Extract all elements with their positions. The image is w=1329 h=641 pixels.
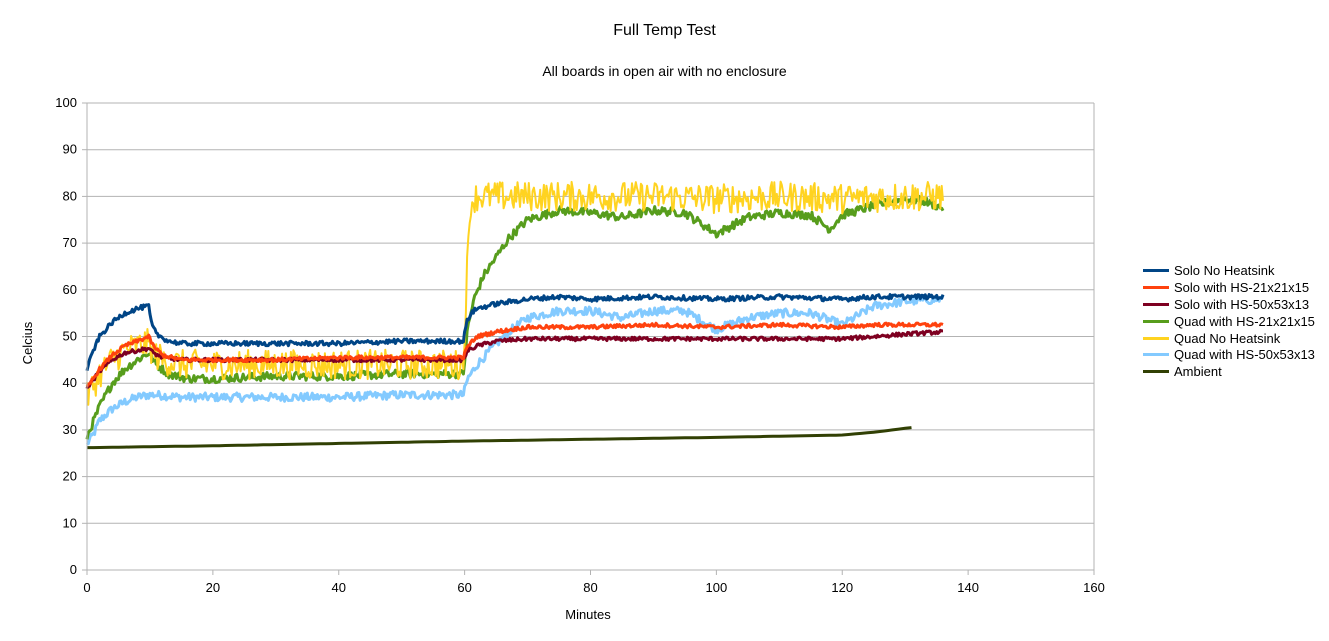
legend-swatch <box>1143 370 1169 374</box>
series-line-solo-no-heatsink <box>85 293 945 372</box>
y-tick-label: 10 <box>63 515 77 530</box>
x-tick-label: 80 <box>583 580 597 595</box>
legend-label: Quad with HS-21x21x15 <box>1174 313 1315 329</box>
series-line-ambient <box>87 426 912 450</box>
legend-swatch <box>1143 285 1169 289</box>
legend-swatch <box>1143 268 1169 272</box>
legend-label: Solo with HS-50x53x13 <box>1174 296 1310 312</box>
tick-labels: 0 10 20 30 40 50 60 70 80 90 100 0 20 40 60 80 100 120 140… <box>55 95 1105 595</box>
y-tick-label: 0 <box>70 562 77 577</box>
legend-swatch <box>1143 302 1169 306</box>
x-tick-label: 20 <box>206 580 220 595</box>
legend-label: Quad No Heatsink <box>1174 330 1281 346</box>
series-line-solo-with-hs-21x21x15 <box>85 321 944 388</box>
chart-title: Full Temp Test <box>613 22 716 39</box>
legend-item: Solo No Heatsink <box>1143 262 1315 279</box>
legend-item: Quad with HS-50x53x13 <box>1143 346 1315 363</box>
chart-subtitle: All boards in open air with no enclosure <box>542 63 787 79</box>
axes <box>82 102 1095 575</box>
y-tick-label: 60 <box>63 282 77 297</box>
legend-label: Solo with HS-21x21x15 <box>1174 279 1310 295</box>
legend-label: Ambient <box>1174 364 1222 380</box>
legend-item: Quad with HS-21x21x15 <box>1143 313 1315 330</box>
x-tick-label: 100 <box>706 580 728 595</box>
grid-lines <box>87 102 1094 571</box>
x-tick-label: 120 <box>831 580 853 595</box>
y-tick-label: 30 <box>63 422 77 437</box>
series-line-quad-no-heatsink <box>86 180 944 406</box>
legend-item: Quad No Heatsink <box>1143 330 1315 347</box>
y-tick-label: 50 <box>63 329 77 344</box>
y-tick-label: 90 <box>63 142 77 157</box>
y-axis-label: Celcius <box>20 321 35 364</box>
x-tick-label: 160 <box>1083 580 1105 595</box>
y-tick-label: 20 <box>63 469 77 484</box>
x-tick-label: 140 <box>957 580 979 595</box>
legend-item: Solo with HS-50x53x13 <box>1143 296 1315 313</box>
series-lines <box>85 180 945 450</box>
legend-swatch <box>1143 319 1169 323</box>
x-tick-label: 0 <box>83 580 90 595</box>
legend-label: Solo No Heatsink <box>1174 262 1275 278</box>
series-line-quad-with-hs-50x53x13 <box>86 294 945 446</box>
legend-item: Ambient <box>1143 363 1315 380</box>
x-axis-label: Minutes <box>565 607 611 622</box>
series-line-quad-with-hs-21x21x15 <box>85 194 945 440</box>
legend-label: Quad with HS-50x53x13 <box>1174 347 1315 363</box>
x-tick-label: 40 <box>332 580 346 595</box>
y-tick-label: 40 <box>63 375 77 390</box>
y-tick-label: 70 <box>63 235 77 250</box>
legend-swatch <box>1143 336 1169 340</box>
x-tick-label: 60 <box>457 580 471 595</box>
legend-swatch <box>1143 353 1169 357</box>
y-tick-label: 80 <box>63 188 77 203</box>
legend: Solo No Heatsink Solo with HS-21x21x15 Sol… <box>1143 262 1315 380</box>
y-tick-label: 100 <box>55 95 77 110</box>
legend-item: Solo with HS-21x21x15 <box>1143 279 1315 296</box>
